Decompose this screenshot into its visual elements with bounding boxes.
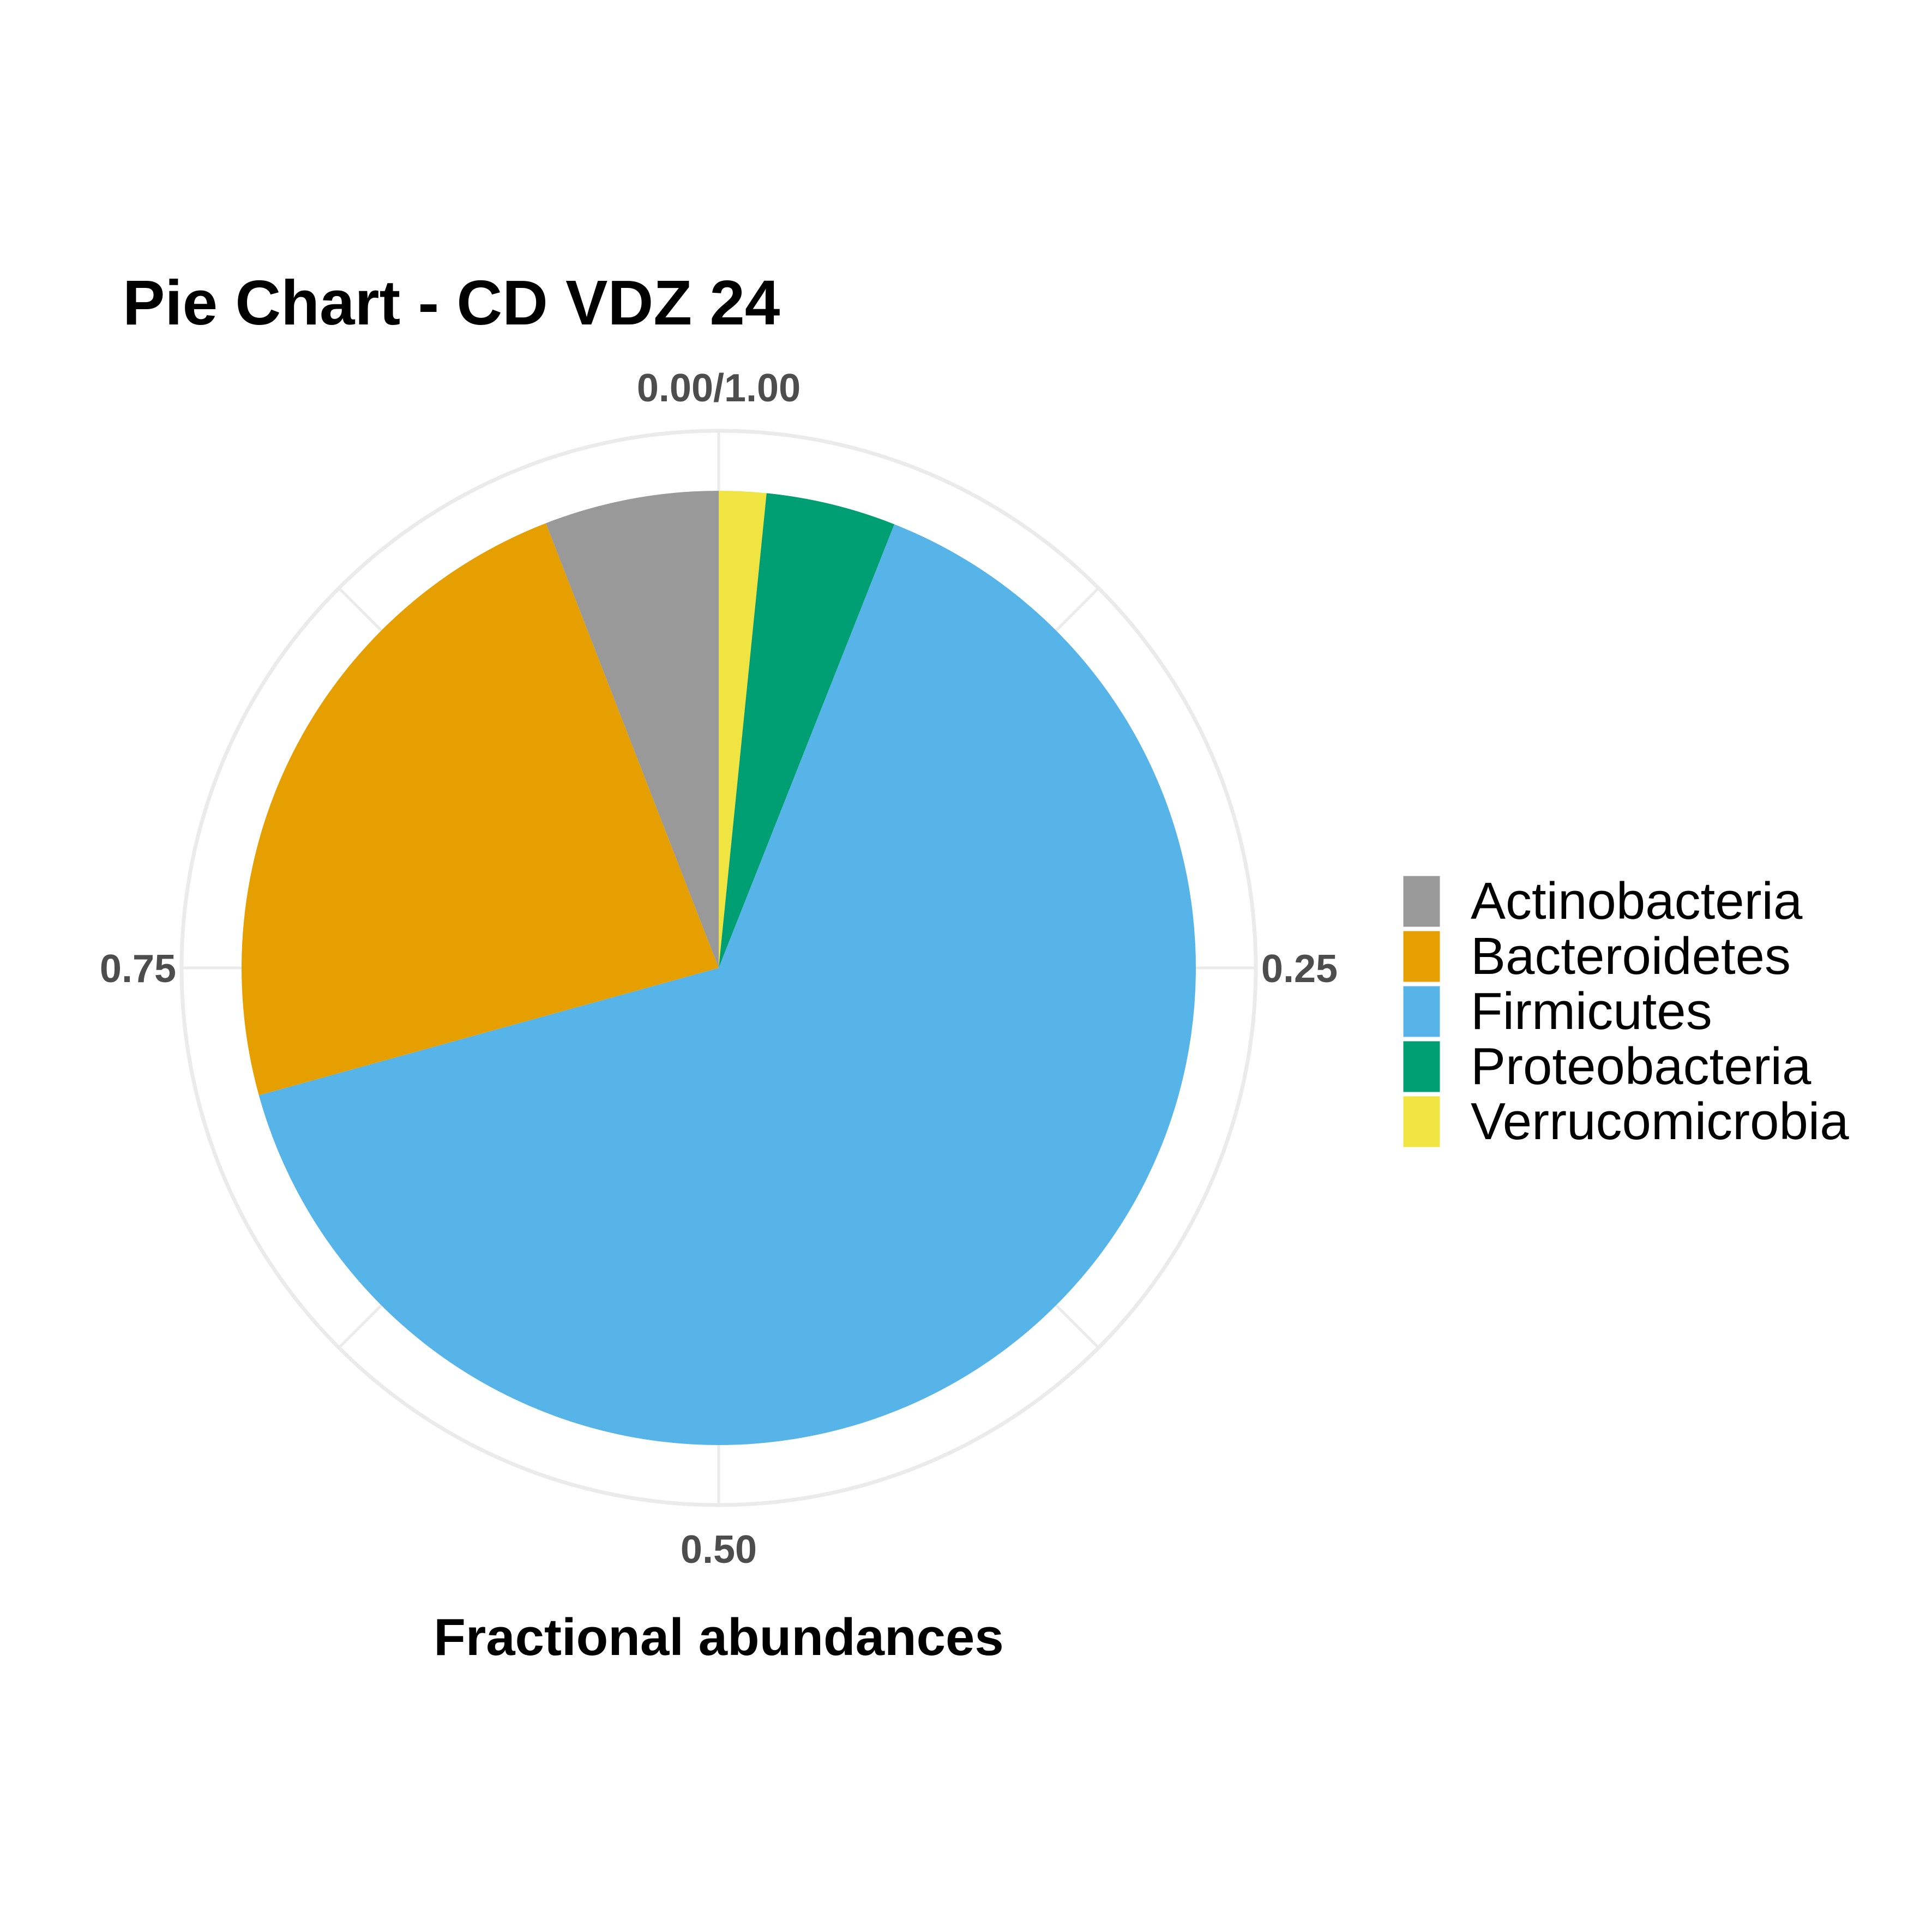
legend: ActinobacteriaBacteroidetesFirmicutesPro… [1401, 872, 1849, 1151]
tick-label: 0.00/1.00 [637, 366, 801, 410]
legend-label-bacteroidetes: Bacteroidetes [1471, 927, 1791, 985]
legend-swatch-proteobacteria [1401, 1039, 1442, 1094]
pie-slice-firmicutes [258, 524, 1196, 1445]
legend-swatch-firmicutes [1401, 984, 1442, 1039]
legend-swatch-bacteroidetes [1401, 929, 1442, 984]
pie-slice-bacteroidetes [241, 523, 719, 1096]
tick-label: 0.25 [1261, 947, 1338, 991]
pie-slice-actinobacteria [546, 491, 719, 968]
pie-slices [241, 491, 1196, 1445]
legend-swatch-actinobacteria [1401, 874, 1442, 929]
tick-label: 0.50 [681, 1528, 757, 1572]
pie-slice-verrucomicrobia [719, 491, 767, 968]
tick-label: 0.75 [100, 947, 176, 991]
legend-label-actinobacteria: Actinobacteria [1471, 872, 1803, 930]
legend-swatch-verrucomicrobia [1401, 1094, 1442, 1149]
x-axis-label: Fractional abundances [434, 1608, 1004, 1666]
angle-tick-labels: 0.00/1.00 0.25 0.50 0.75 [100, 366, 1338, 1572]
chart-title: Pie Chart - CD VDZ 24 [123, 267, 780, 338]
pie-slice-proteobacteria [719, 493, 895, 968]
legend-label-proteobacteria: Proteobacteria [1471, 1037, 1811, 1096]
legend-label-verrucomicrobia: Verrucomicrobia [1471, 1092, 1849, 1151]
legend-label-firmicutes: Firmicutes [1471, 982, 1712, 1040]
